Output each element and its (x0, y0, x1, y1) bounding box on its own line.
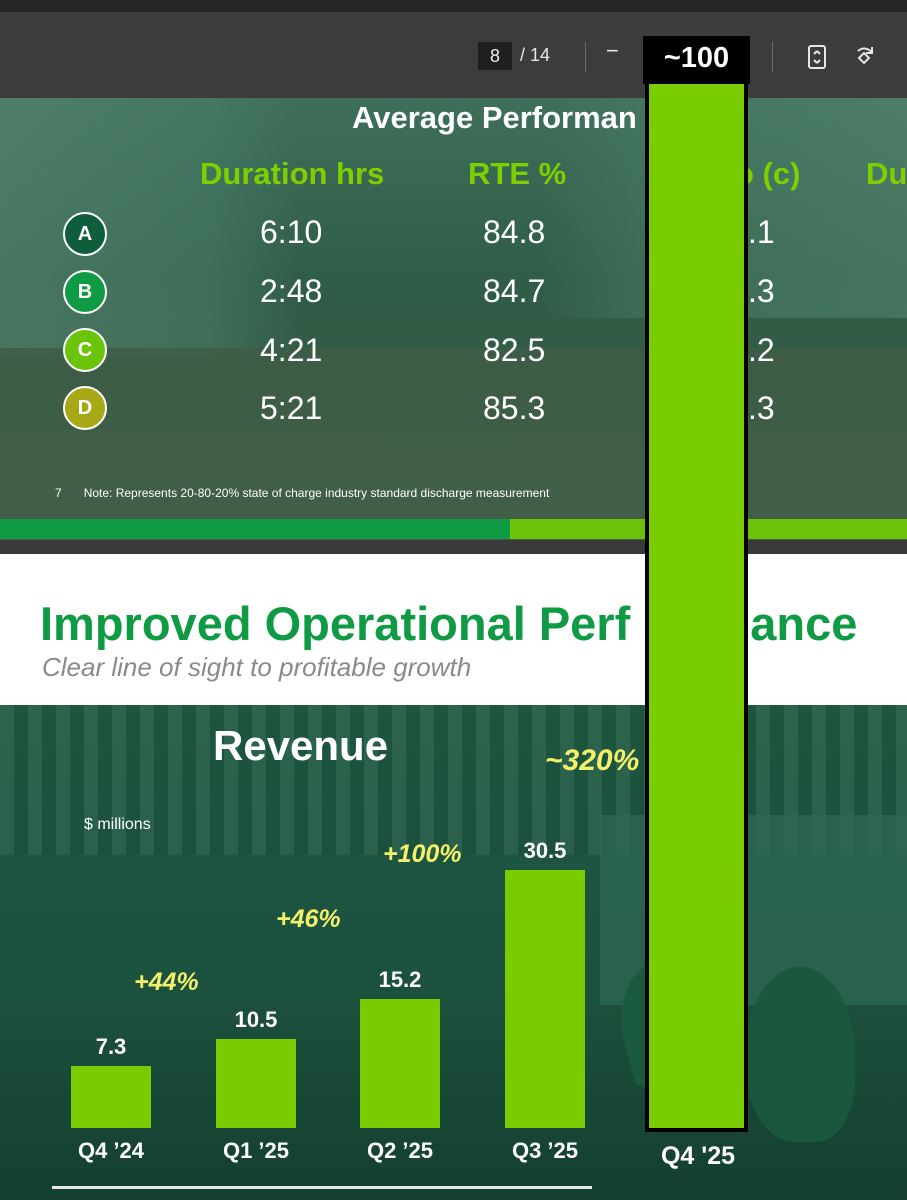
profile-logo-icon (745, 967, 855, 1142)
growth-label: +44% (134, 968, 199, 996)
cell-rte: 82.5 (483, 332, 546, 368)
category-label: Q2 ’25 (366, 1138, 434, 1163)
category-label: Q1 ’25 (222, 1138, 290, 1163)
battery-containers-left (0, 98, 300, 358)
toolbar-divider (585, 42, 586, 72)
bar-value-label: 30.5 (523, 838, 567, 863)
slide-8: Improved Operational Perf ance Clear line… (0, 554, 907, 1200)
page-total: / 14 (520, 45, 551, 65)
zoom-out-button[interactable]: − (606, 38, 619, 63)
bar-value-label-q4-25: ~100 (643, 36, 750, 84)
bar-value-label: 10.5 (234, 1007, 278, 1033)
slide-7-title: Average Performan (352, 100, 637, 135)
slide-7-footnote: 7 Note: Represents 20-80-20% state of cha… (55, 486, 549, 500)
cell-partial: .3 (748, 273, 775, 309)
rotate-icon[interactable] (850, 43, 878, 71)
viewer-toolbar: 8 / 14 − + (0, 0, 907, 98)
footnote-text: Note: Represents 20-80-20% state of char… (83, 486, 550, 500)
slide-8-title: Improved Operational Perf ance (40, 596, 857, 651)
column-header-partial-2: Du (866, 156, 907, 191)
cell-duration: 4:21 (260, 332, 323, 368)
page-number-input[interactable]: 8 (478, 42, 512, 70)
slide-footer-line (52, 1186, 592, 1189)
bar-2 (360, 999, 440, 1128)
cell-partial: .2 (748, 332, 775, 368)
growth-label: +46% (276, 905, 341, 933)
cell-duration: 2:48 (260, 273, 323, 309)
fit-page-icon[interactable] (803, 43, 831, 71)
title-start: Improved Operational Perf (40, 597, 631, 650)
cell-partial: .3 (748, 390, 775, 426)
cell-rte: 85.3 (483, 390, 546, 426)
bar-0 (71, 1066, 151, 1128)
bar-q4-25-overlay (645, 82, 748, 1132)
chart-title: Revenue (213, 722, 389, 769)
chart-units-label: $ millions (84, 816, 151, 833)
footer-bar-green (0, 519, 510, 539)
row-badge-b: B (63, 270, 107, 314)
category-label-q4-25: Q4 '25 (660, 1142, 736, 1170)
column-header-duration: Duration hrs (200, 156, 385, 191)
cell-rte: 84.7 (483, 273, 546, 309)
bar-1 (216, 1039, 296, 1128)
column-header-rte: RTE % (468, 156, 567, 191)
toolbar-divider (772, 42, 773, 72)
cell-partial: .1 (748, 214, 775, 250)
bar-value-label: 7.3 (95, 1034, 127, 1060)
bar-3 (505, 870, 585, 1128)
slide-7: Average Performan Duration hrs RTE % o (… (0, 98, 907, 540)
slide-number: 7 (55, 486, 62, 500)
row-badge-c: C (63, 328, 107, 372)
growth-label: ~320% (545, 744, 640, 777)
gravel-ground (0, 348, 907, 540)
slide-8-subtitle: Clear line of sight to profitable growth (42, 652, 472, 682)
cell-rte: 84.8 (483, 214, 546, 250)
category-label: Q3 ’25 (511, 1138, 579, 1163)
row-badge-d: D (63, 386, 107, 430)
title-end: ance (750, 597, 858, 650)
cell-duration: 5:21 (260, 390, 323, 426)
category-label: Q4 ’24 (77, 1138, 145, 1163)
bar-value-label: 15.2 (378, 967, 422, 993)
cell-duration: 6:10 (260, 214, 323, 250)
row-badge-a: A (63, 212, 107, 256)
growth-label: +100% (383, 840, 462, 868)
